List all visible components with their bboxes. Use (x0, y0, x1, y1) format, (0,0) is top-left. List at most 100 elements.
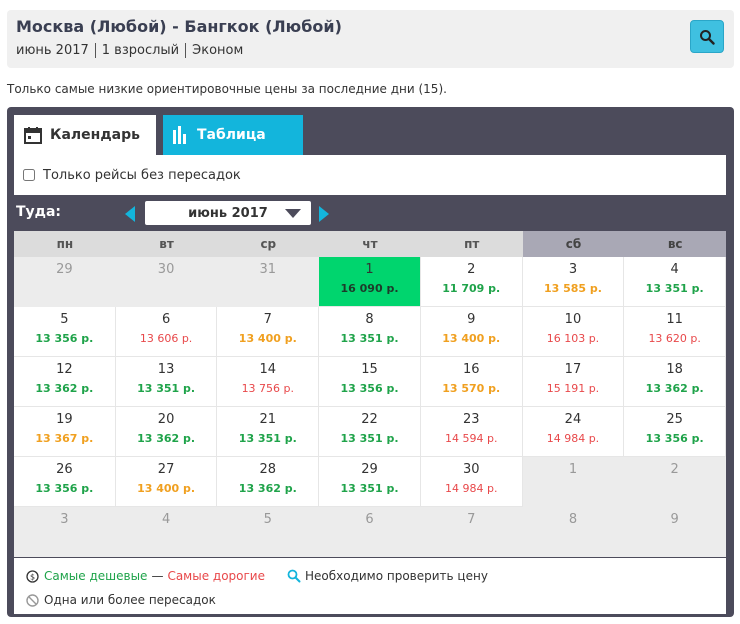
day-number: 3 (60, 512, 69, 527)
day-number: 20 (157, 412, 175, 427)
direct-only-checkbox[interactable] (23, 169, 35, 181)
calendar-day-cell[interactable]: 11 13 620 р. (624, 307, 727, 357)
legend-price-row: $ Самые дешевые — Самые дорогие Необходи… (26, 569, 488, 583)
calendar-day-cell[interactable]: 1 16 090 р. (319, 257, 421, 307)
calendar-day-cell[interactable]: 27 13 400 р. (115, 457, 218, 507)
day-number: 8 (568, 512, 578, 527)
calendar-day-cell[interactable]: 9 13 400 р. (420, 307, 523, 357)
day-number: 19 (56, 412, 73, 427)
tab-calendar-label: Календарь (50, 127, 140, 143)
calendar-day-cell[interactable]: 24 14 984 р. (522, 407, 625, 457)
calendar-day-cell[interactable]: 16 13 570 р. (420, 357, 523, 407)
day-number: 17 (564, 362, 582, 377)
weekday-header: пн вт ср чт пт сб вс (14, 231, 727, 257)
day-price: 13 400 р. (238, 332, 297, 345)
calendar-day-cell[interactable]: 19 13 367 р. (14, 407, 116, 457)
day-price: 13 620 р. (648, 332, 701, 345)
day-price: 13 362 р. (35, 382, 94, 395)
calendar-day-cell[interactable]: 12 13 362 р. (14, 357, 116, 407)
legend-with-stops: Одна или более пересадок (44, 593, 216, 607)
calendar-icon (24, 126, 42, 144)
legend-check-price-label: Необходимо проверить цену (304, 569, 488, 583)
coin-icon: $ (26, 569, 39, 583)
day-number: 29 (56, 262, 73, 277)
tab-calendar[interactable]: Календарь (14, 115, 156, 155)
weekday-sun: вс (624, 231, 727, 257)
calendar-day-outside-month: 3 (14, 507, 116, 557)
calendar-day-cell[interactable]: 15 13 356 р. (319, 357, 421, 407)
day-price: 13 367 р. (35, 432, 94, 445)
day-price: 13 351 р. (238, 432, 297, 445)
calendar-day-cell[interactable]: 21 13 351 р. (217, 407, 320, 457)
calendar-day-cell[interactable]: 23 14 594 р. (420, 407, 523, 457)
calendar-day-cell[interactable]: 29 13 351 р. (319, 457, 421, 507)
day-number: 29 (361, 462, 378, 477)
day-number: 10 (564, 312, 582, 327)
day-price: 13 356 р. (35, 482, 94, 495)
day-price: 13 362 р. (645, 382, 704, 395)
day-number: 23 (462, 412, 480, 427)
day-price: 14 984 р. (445, 482, 498, 495)
direction-label: Туда: (16, 204, 62, 220)
day-price: 13 351 р. (137, 382, 196, 395)
day-price: 13 585 р. (543, 282, 602, 295)
day-number: 7 (263, 312, 272, 327)
calendar-day-cell[interactable]: 3 13 585 р. (522, 257, 625, 307)
calendar-day-cell[interactable]: 22 13 351 р. (319, 407, 421, 457)
calendar-day-cell[interactable]: 2 11 709 р. (420, 257, 523, 307)
day-price: 13 362 р. (238, 482, 297, 495)
weekday-thu: чт (319, 231, 421, 257)
calendar-day-cell[interactable]: 20 13 362 р. (115, 407, 218, 457)
day-number: 8 (365, 312, 374, 327)
calendar-week-row: 29 30 31 1 16 090 р. 2 11 709 р. 3 13 585 р. 4 13 … (14, 257, 727, 307)
next-month-arrow-icon[interactable] (319, 206, 329, 222)
calendar-day-cell[interactable]: 17 15 191 р. (522, 357, 625, 407)
calendar-day-cell[interactable]: 18 13 362 р. (624, 357, 727, 407)
calendar-day-cell[interactable]: 10 16 103 р. (522, 307, 625, 357)
day-number: 24 (564, 412, 582, 427)
calendar-day-cell[interactable]: 8 13 351 р. (319, 307, 421, 357)
legend-most-expensive: Самые дорогие (167, 569, 265, 583)
search-button[interactable] (690, 20, 724, 53)
calendar-grid: пн вт ср чт пт сб вс 29 30 31 1 16 090 р. 2 11… (14, 231, 727, 557)
day-number: 21 (259, 412, 277, 427)
calendar-day-cell[interactable]: 4 13 351 р. (624, 257, 727, 307)
day-number: 4 (670, 262, 679, 277)
month-select[interactable]: июнь 2017 (145, 201, 311, 225)
calendar-day-cell[interactable]: 5 13 356 р. (14, 307, 116, 357)
direct-only-label[interactable]: Только рейсы без пересадок (43, 167, 241, 183)
route-passengers: 1 взрослый (101, 43, 180, 58)
calendar-day-cell[interactable]: 14 13 756 р. (217, 357, 320, 407)
day-price: 13 351 р. (340, 432, 399, 445)
day-number: 4 (161, 512, 171, 527)
calendar-week-row: 12 13 362 р. 13 13 351 р. 14 13 756 р. 15 13 35… (14, 357, 727, 407)
calendar-day-outside-month: 31 (217, 257, 320, 307)
day-price: 14 984 р. (546, 432, 600, 445)
day-number: 30 (462, 462, 480, 477)
tab-table-label: Таблица (197, 127, 266, 143)
day-number: 2 (670, 462, 679, 477)
route-meta: июнь 2017 1 взрослый Эконом (16, 43, 243, 58)
search-summary-header: Москва (Любой) - Бангкок (Любой) июнь 20… (7, 10, 734, 68)
day-price: 16 090 р. (340, 282, 399, 295)
day-number: 15 (361, 362, 378, 377)
calendar-day-cell[interactable]: 25 13 356 р. (624, 407, 727, 457)
calendar-day-cell[interactable]: 13 13 351 р. (115, 357, 218, 407)
tab-table[interactable]: Таблица (163, 115, 303, 155)
calendar-day-outside-month: 1 (522, 457, 625, 507)
day-price: 13 756 р. (241, 382, 295, 395)
calendar-day-cell[interactable]: 26 13 356 р. (14, 457, 116, 507)
direct-only-filter: Только рейсы без пересадок (14, 155, 726, 195)
calendar-day-cell[interactable]: 30 14 984 р. (420, 457, 523, 507)
calendar-day-outside-month: 29 (14, 257, 116, 307)
day-number: 7 (467, 512, 476, 527)
calendar-day-cell[interactable]: 7 13 400 р. (217, 307, 320, 357)
weekday-tue: вт (115, 231, 218, 257)
day-price: 13 351 р. (340, 482, 399, 495)
legend-check-price: Необходимо проверить цену (287, 569, 488, 583)
prev-month-arrow-icon[interactable] (125, 206, 135, 222)
calendar-week-row: 19 13 367 р. 20 13 362 р. 21 13 351 р. 22 13 35… (14, 407, 727, 457)
calendar-day-cell[interactable]: 6 13 606 р. (115, 307, 218, 357)
day-price: 13 356 р. (35, 332, 94, 345)
calendar-day-cell[interactable]: 28 13 362 р. (217, 457, 320, 507)
